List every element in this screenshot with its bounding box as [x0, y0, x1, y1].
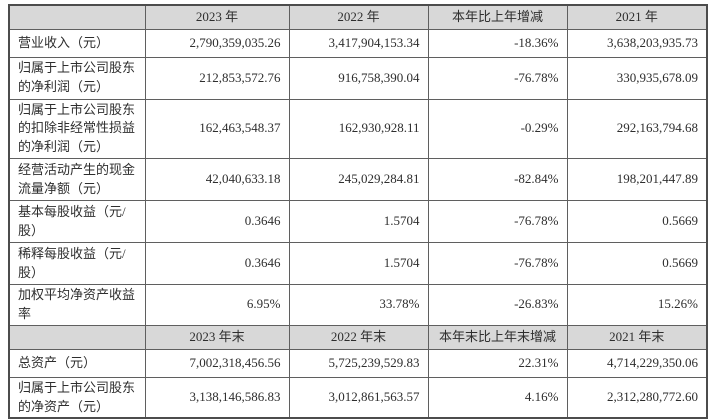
cell-2022: 33.78% [288, 284, 429, 326]
eoy-header-blank [8, 324, 146, 350]
row-label: 经营活动产生的现金流量净额（元） [8, 158, 146, 202]
cell-change: -76.78% [427, 200, 568, 244]
financial-summary-table-page: 2023 年 2022 年 本年比上年增减 2021 年 营业收入（元） 2,7… [8, 4, 708, 419]
cell-2021: 3,638,203,935.73 [566, 28, 708, 58]
table-row-diluted-eps: 稀释每股收益（元/股） 0.3646 1.5704 -76.78% 0.5669 [8, 242, 708, 286]
eoy-header-2022: 2022 年末 [288, 324, 429, 350]
row-label: 营业收入（元） [8, 28, 146, 58]
row-label: 加权平均净资产收益率 [8, 284, 146, 326]
cell-2021: 0.5669 [566, 200, 708, 244]
annual-header-change: 本年比上年增减 [427, 4, 568, 30]
eoy-header-change: 本年末比上年末增减 [427, 324, 568, 350]
annual-header-blank [8, 4, 146, 30]
table-row-operating-cash-flow: 经营活动产生的现金流量净额（元） 42,040,633.18 245,029,2… [8, 158, 708, 202]
cell-2022: 916,758,390.04 [288, 56, 429, 100]
table-row-revenue: 营业收入（元） 2,790,359,035.26 3,417,904,153.3… [8, 28, 708, 58]
table-row-net-assets: 归属于上市公司股东的净资产（元） 3,138,146,586.83 3,012,… [8, 376, 708, 419]
table-row-weighted-avg-roe: 加权平均净资产收益率 6.95% 33.78% -26.83% 15.26% [8, 284, 708, 326]
cell-2023: 7,002,318,456.56 [144, 348, 290, 378]
annual-header-2022: 2022 年 [288, 4, 429, 30]
row-label: 归属于上市公司股东的扣除非经常性损益的净利润（元） [8, 98, 146, 160]
cell-2023: 162,463,548.37 [144, 98, 290, 160]
annual-header-2021: 2021 年 [566, 4, 708, 30]
row-label: 基本每股收益（元/股） [8, 200, 146, 244]
cell-change: 22.31% [427, 348, 568, 378]
cell-2021: 330,935,678.09 [566, 56, 708, 100]
cell-2021: 198,201,447.89 [566, 158, 708, 202]
eoy-header-2023: 2023 年末 [144, 324, 290, 350]
cell-change: -0.29% [427, 98, 568, 160]
cell-2022: 162,930,928.11 [288, 98, 429, 160]
cell-2022: 1.5704 [288, 242, 429, 286]
cell-2022: 1.5704 [288, 200, 429, 244]
cell-2021: 15.26% [566, 284, 708, 326]
cell-2023: 2,790,359,035.26 [144, 28, 290, 58]
table-row-total-assets: 总资产（元） 7,002,318,456.56 5,725,239,529.83… [8, 348, 708, 378]
cell-2023: 0.3646 [144, 200, 290, 244]
cell-change: 4.16% [427, 376, 568, 419]
cell-2021: 0.5669 [566, 242, 708, 286]
cell-2023: 212,853,572.76 [144, 56, 290, 100]
row-label: 归属于上市公司股东的净资产（元） [8, 376, 146, 419]
cell-change: -76.78% [427, 56, 568, 100]
row-label: 总资产（元） [8, 348, 146, 378]
annual-header-2023: 2023 年 [144, 4, 290, 30]
cell-2023: 0.3646 [144, 242, 290, 286]
table-row-net-profit-excl-nonrecurring: 归属于上市公司股东的扣除非经常性损益的净利润（元） 162,463,548.37… [8, 98, 708, 160]
table-row-net-profit: 归属于上市公司股东的净利润（元） 212,853,572.76 916,758,… [8, 56, 708, 100]
eoy-header-row: 2023 年末 2022 年末 本年末比上年末增减 2021 年末 [8, 324, 708, 350]
cell-change: -82.84% [427, 158, 568, 202]
row-label: 稀释每股收益（元/股） [8, 242, 146, 286]
cell-2023: 42,040,633.18 [144, 158, 290, 202]
annual-header-row: 2023 年 2022 年 本年比上年增减 2021 年 [8, 4, 708, 30]
cell-change: -18.36% [427, 28, 568, 58]
eoy-header-2021: 2021 年末 [566, 324, 708, 350]
financial-summary-table: 2023 年 2022 年 本年比上年增减 2021 年 营业收入（元） 2,7… [8, 4, 708, 419]
cell-2021: 292,163,794.68 [566, 98, 708, 160]
cell-change: -76.78% [427, 242, 568, 286]
cell-2021: 2,312,280,772.60 [566, 376, 708, 419]
cell-change: -26.83% [427, 284, 568, 326]
cell-2022: 5,725,239,529.83 [288, 348, 429, 378]
cell-2022: 3,012,861,563.57 [288, 376, 429, 419]
cell-2022: 245,029,284.81 [288, 158, 429, 202]
cell-2023: 3,138,146,586.83 [144, 376, 290, 419]
cell-2022: 3,417,904,153.34 [288, 28, 429, 58]
cell-2021: 4,714,229,350.06 [566, 348, 708, 378]
row-label: 归属于上市公司股东的净利润（元） [8, 56, 146, 100]
cell-2023: 6.95% [144, 284, 290, 326]
table-row-basic-eps: 基本每股收益（元/股） 0.3646 1.5704 -76.78% 0.5669 [8, 200, 708, 244]
